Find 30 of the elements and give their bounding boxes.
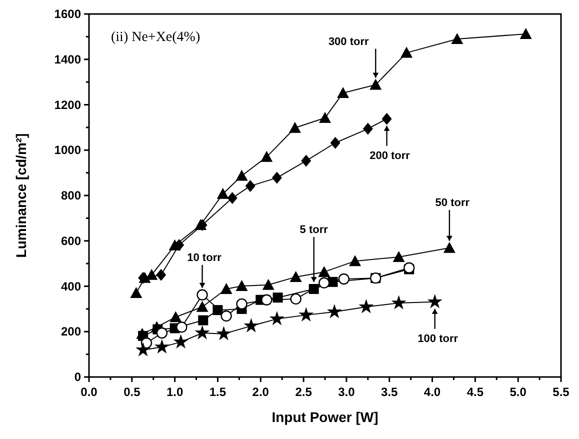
annotation: 200 torr (370, 150, 411, 162)
y-tick-label: 200 (60, 324, 82, 339)
annotation: (ii) Ne+Xe(4%) (111, 30, 200, 45)
annotation: 300 torr (328, 36, 370, 48)
y-tick-label: 0 (74, 370, 82, 384)
x-tick-label: 3.0 (338, 385, 356, 399)
annotation: 100 torr (418, 332, 459, 345)
x-axis-title: Input Power [W] (272, 409, 378, 425)
annotation: 5 torr (300, 224, 329, 236)
y-tick-label: 1600 (54, 7, 82, 21)
x-tick-label: 0.5 (124, 385, 141, 399)
x-tick-label: 3.5 (381, 385, 398, 399)
x-tick-label: 4.5 (466, 385, 484, 399)
x-tick-label: 0.0 (80, 385, 98, 399)
x-tick-label: 2.5 (295, 385, 312, 399)
y-tick-label: 800 (60, 188, 82, 202)
x-tick-label: 4.0 (424, 385, 441, 399)
x-tick-label: 5.5 (552, 385, 570, 399)
x-tick-label: 5.0 (510, 385, 527, 399)
y-tick-label: 1400 (54, 52, 82, 66)
x-tick-label: 2.0 (252, 385, 270, 399)
annotation: 10 torr (187, 252, 222, 264)
y-tick-label: 1000 (54, 143, 82, 158)
y-axis-title: Luminance [cd/m²] (13, 133, 29, 258)
x-tick-label: 1.5 (209, 385, 226, 399)
y-tick-label: 400 (60, 279, 82, 294)
y-tick-label: 1200 (54, 98, 82, 112)
annotation: 50 torr (435, 196, 470, 209)
x-tick-label: 1.0 (166, 385, 184, 399)
y-tick-label: 600 (60, 234, 82, 248)
